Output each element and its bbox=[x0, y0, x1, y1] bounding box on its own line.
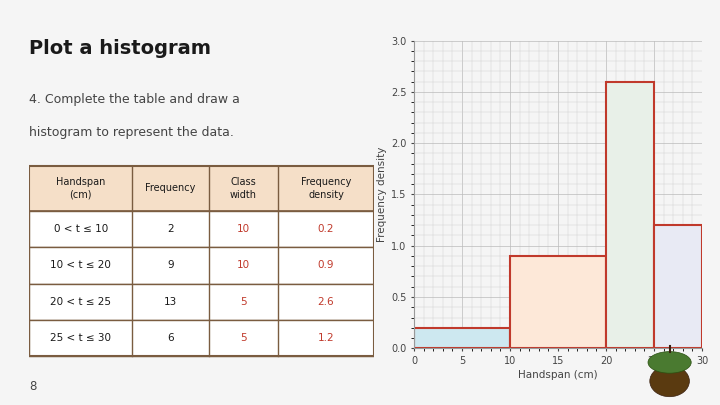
Text: 2: 2 bbox=[167, 224, 174, 234]
Bar bbox=[606, 81, 654, 348]
Text: 5: 5 bbox=[240, 297, 246, 307]
Text: 25 < t ≤ 30: 25 < t ≤ 30 bbox=[50, 333, 111, 343]
Text: Frequency: Frequency bbox=[145, 183, 196, 193]
Text: 8: 8 bbox=[29, 380, 36, 393]
Bar bbox=[510, 256, 606, 348]
Text: Class
width: Class width bbox=[230, 177, 256, 200]
FancyBboxPatch shape bbox=[29, 247, 374, 284]
Text: histogram to represent the data.: histogram to represent the data. bbox=[29, 126, 234, 139]
Text: 0 < t ≤ 10: 0 < t ≤ 10 bbox=[53, 224, 108, 234]
Text: 10: 10 bbox=[236, 260, 250, 270]
Text: 5: 5 bbox=[240, 333, 246, 343]
Text: 0.2: 0.2 bbox=[318, 224, 334, 234]
Text: 9: 9 bbox=[167, 260, 174, 270]
Ellipse shape bbox=[648, 352, 691, 373]
Text: 1.2: 1.2 bbox=[318, 333, 334, 343]
Text: 2.6: 2.6 bbox=[318, 297, 334, 307]
Text: 4. Complete the table and draw a: 4. Complete the table and draw a bbox=[29, 93, 240, 106]
Bar bbox=[414, 328, 510, 348]
Y-axis label: Frequency density: Frequency density bbox=[377, 147, 387, 242]
FancyBboxPatch shape bbox=[29, 211, 374, 247]
Text: 20 < t ≤ 25: 20 < t ≤ 25 bbox=[50, 297, 111, 307]
FancyBboxPatch shape bbox=[29, 284, 374, 320]
X-axis label: Handspan (cm): Handspan (cm) bbox=[518, 370, 598, 380]
Text: Plot a histogram: Plot a histogram bbox=[29, 39, 211, 58]
Text: Handspan
(cm): Handspan (cm) bbox=[56, 177, 105, 200]
Ellipse shape bbox=[650, 365, 690, 397]
Text: 10 < t ≤ 20: 10 < t ≤ 20 bbox=[50, 260, 111, 270]
Bar bbox=[654, 225, 702, 348]
Text: 6: 6 bbox=[167, 333, 174, 343]
FancyBboxPatch shape bbox=[29, 320, 374, 356]
Text: Frequency
density: Frequency density bbox=[301, 177, 351, 200]
Text: 0.9: 0.9 bbox=[318, 260, 334, 270]
Text: 10: 10 bbox=[236, 224, 250, 234]
FancyBboxPatch shape bbox=[29, 166, 374, 211]
Text: 13: 13 bbox=[164, 297, 177, 307]
